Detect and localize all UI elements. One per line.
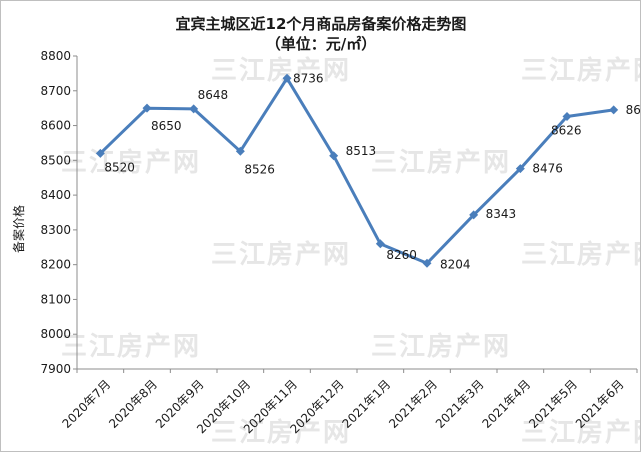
x-tick-label: 2021年3月 xyxy=(433,377,487,431)
watermark-text: 三江房产网 xyxy=(61,332,201,362)
watermark-text: 三江房产网 xyxy=(371,332,511,362)
x-tick-label: 2021年1月 xyxy=(340,377,394,431)
data-label: 8736 xyxy=(293,71,324,85)
y-tick-label: 8800 xyxy=(40,49,71,63)
watermark-text: 三江房产网 xyxy=(211,240,351,270)
series-line xyxy=(99,76,614,265)
watermark-text: 三江房产网 xyxy=(371,148,511,178)
data-label: 8520 xyxy=(104,160,135,174)
y-tick-label: 8300 xyxy=(40,223,71,237)
y-axis-title: 备案价格 xyxy=(11,205,26,253)
data-point xyxy=(515,164,525,174)
y-tick-label: 8000 xyxy=(40,327,71,341)
data-point xyxy=(375,239,385,249)
data-point xyxy=(235,146,245,156)
data-label: 8645 xyxy=(626,103,640,117)
data-label: 8204 xyxy=(440,257,471,271)
y-tick-label: 8200 xyxy=(40,258,71,272)
x-tick-label: 2021年2月 xyxy=(386,377,440,431)
data-label: 8648 xyxy=(198,88,229,102)
chart-subtitle: （单位：元/㎡） xyxy=(266,35,376,53)
y-tick-label: 8600 xyxy=(40,119,71,133)
data-label: 8476 xyxy=(532,162,563,176)
data-point xyxy=(469,210,479,220)
y-tick-label: 7900 xyxy=(40,362,71,376)
watermark-text: 三江房产网 xyxy=(211,418,351,448)
data-markers xyxy=(95,73,619,268)
data-labels: 8520 8650 8648 8526 8736 8513 8260 8204 8343 8476… xyxy=(104,71,640,271)
data-point xyxy=(189,104,199,114)
y-tick-label: 8400 xyxy=(40,188,71,202)
data-label: 8343 xyxy=(486,207,517,221)
data-point xyxy=(282,73,292,83)
y-tick-labels: 7900 8000 8100 8200 8300 8400 8500 8600 8700 8800 xyxy=(40,49,71,376)
data-point xyxy=(562,112,572,122)
watermark-text: 三江房产网 xyxy=(61,148,201,178)
data-label: 8513 xyxy=(346,144,377,158)
data-point xyxy=(142,103,152,113)
data-label: 8260 xyxy=(386,248,417,262)
y-tick-label: 8700 xyxy=(40,84,71,98)
x-tick-label: 2020年8月 xyxy=(106,377,160,431)
y-tick-label: 8100 xyxy=(40,292,71,306)
watermarks: 三江房产网三江房产网三江房产网三江房产网三江房产网三江房产网三江房产网三江房产网… xyxy=(61,56,640,448)
series-line-group xyxy=(99,76,614,265)
watermark-text: 三江房产网 xyxy=(211,56,351,86)
watermark-text: 三江房产网 xyxy=(521,418,640,448)
data-label: 8650 xyxy=(151,119,182,133)
data-point xyxy=(329,151,339,161)
data-point xyxy=(95,148,105,158)
watermark-text: 三江房产网 xyxy=(521,240,640,270)
axes xyxy=(73,55,638,373)
watermark-text: 三江房产网 xyxy=(521,56,640,86)
data-label: 8526 xyxy=(244,162,275,176)
data-point xyxy=(609,105,619,115)
x-tick-label: 2020年7月 xyxy=(60,377,114,431)
chart-title: 宜宾主城区近12个月商品房备案价格走势图 xyxy=(176,15,467,33)
data-point xyxy=(422,258,432,268)
data-label: 8626 xyxy=(551,124,582,138)
y-tick-label: 8500 xyxy=(40,153,71,167)
